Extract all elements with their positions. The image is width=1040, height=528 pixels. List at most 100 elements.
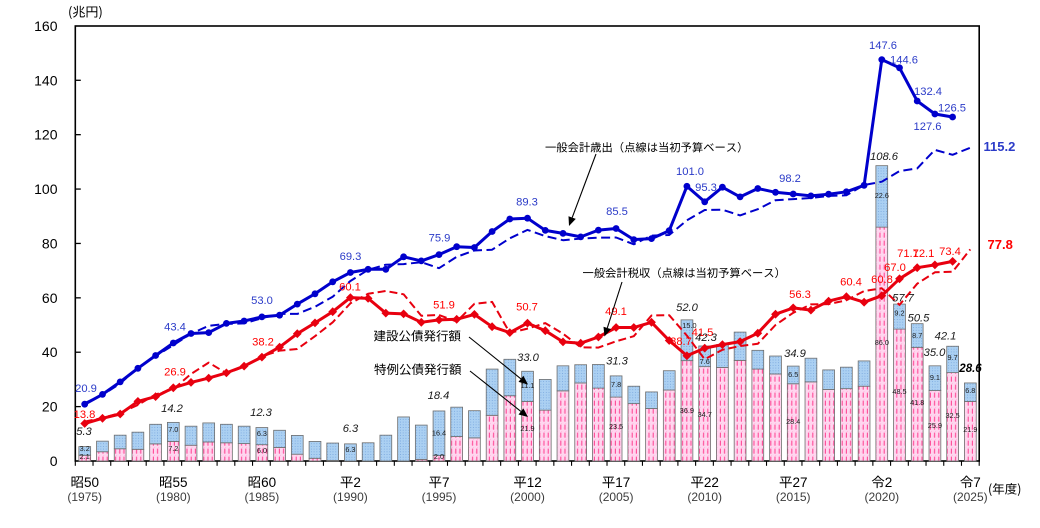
svg-text:36.9: 36.9 [680,406,694,415]
svg-text:(2025): (2025) [953,490,988,504]
svg-text:18.4: 18.4 [428,390,450,402]
svg-text:2.0: 2.0 [434,452,444,461]
svg-text:49.1: 49.1 [605,306,627,318]
svg-text:12.3: 12.3 [250,407,273,419]
svg-text:9.1: 9.1 [930,373,940,382]
svg-text:86.0: 86.0 [875,338,889,347]
svg-text:32.5: 32.5 [945,411,959,420]
svg-text:17: 17 [615,475,630,490]
svg-text:60: 60 [42,290,58,306]
svg-text:85.5: 85.5 [606,206,628,218]
svg-text:6.3: 6.3 [345,445,355,454]
svg-text:7.2: 7.2 [168,444,178,453]
svg-text:23.5: 23.5 [609,422,623,431]
svg-text:101.0: 101.0 [676,166,704,178]
svg-text:95.3: 95.3 [695,182,717,194]
svg-text:75.9: 75.9 [429,233,451,245]
svg-text:69.3: 69.3 [340,251,362,263]
svg-text:132.4: 132.4 [914,86,942,98]
svg-text:144.6: 144.6 [890,55,918,67]
svg-text:(1980): (1980) [156,490,191,504]
svg-text:21.9: 21.9 [963,425,977,434]
svg-text:7.0: 7.0 [168,425,178,434]
svg-text:28.6: 28.6 [958,363,982,375]
svg-text:34.9: 34.9 [784,348,806,360]
svg-text:42.3: 42.3 [695,332,718,344]
svg-text:26.9: 26.9 [164,367,186,379]
svg-text:31.3: 31.3 [606,356,629,368]
svg-text:27: 27 [793,475,808,490]
svg-text:(1985): (1985) [245,490,280,504]
svg-text:6.3: 6.3 [343,423,359,435]
svg-text:25.9: 25.9 [928,421,942,430]
svg-text:0: 0 [50,453,58,469]
svg-text:2.1: 2.1 [80,452,90,461]
svg-text:50: 50 [84,475,99,490]
svg-text:60.1: 60.1 [339,282,361,294]
svg-text:60.8: 60.8 [871,274,893,286]
svg-text:51.9: 51.9 [433,300,455,312]
svg-text:(2015): (2015) [776,490,811,504]
svg-text:71.1: 71.1 [897,248,919,260]
svg-text:100: 100 [34,181,58,197]
svg-text:7: 7 [973,475,981,490]
svg-text:52.0: 52.0 [676,302,699,314]
svg-text:2: 2 [353,475,361,490]
svg-text:3.2: 3.2 [80,444,90,453]
svg-text:77.8: 77.8 [988,237,1013,252]
svg-text:9.2: 9.2 [894,309,904,318]
svg-text:(2020): (2020) [864,490,899,504]
svg-text:120: 120 [34,127,58,143]
svg-text:(2005): (2005) [599,490,634,504]
svg-text:57.7: 57.7 [892,293,915,305]
svg-text:60.4: 60.4 [840,277,862,289]
svg-text:38.7: 38.7 [670,336,692,348]
svg-text:35.0: 35.0 [924,347,947,359]
svg-text:147.6: 147.6 [869,40,897,52]
svg-text:6.0: 6.0 [257,446,267,455]
svg-text:160: 160 [34,18,58,34]
svg-text:33.0: 33.0 [517,352,540,364]
svg-text:98.2: 98.2 [779,173,801,185]
svg-text:38.2: 38.2 [252,337,274,349]
svg-text:14.2: 14.2 [161,403,184,415]
svg-text:8.7: 8.7 [912,331,922,340]
svg-text:(2010): (2010) [687,490,722,504]
svg-text:41.5: 41.5 [692,327,714,339]
svg-text:6.5: 6.5 [788,370,798,379]
svg-text:127.6: 127.6 [914,121,942,133]
svg-text:67.0: 67.0 [884,262,906,274]
svg-text:22.6: 22.6 [875,191,889,200]
svg-text:5.3: 5.3 [76,426,92,438]
svg-text:7.8: 7.8 [611,380,621,389]
svg-text:2: 2 [885,475,893,490]
svg-text:(1975): (1975) [67,490,102,504]
svg-text:72.1: 72.1 [913,248,935,260]
svg-text:73.4: 73.4 [939,246,961,258]
svg-text:41.8: 41.8 [910,398,924,407]
svg-text:43.4: 43.4 [164,322,186,334]
svg-text:6.8: 6.8 [965,386,975,395]
svg-text:13.8: 13.8 [74,409,96,421]
svg-text:56.3: 56.3 [789,289,811,301]
svg-text:115.2: 115.2 [984,139,1016,154]
svg-text:50.7: 50.7 [516,302,538,314]
svg-text:40: 40 [42,344,58,360]
svg-text:22: 22 [704,475,719,490]
svg-text:53.0: 53.0 [251,295,273,307]
svg-text:42.1: 42.1 [935,331,957,343]
svg-text:15.0: 15.0 [682,321,696,330]
svg-text:140: 140 [34,72,58,88]
svg-text:48.5: 48.5 [892,387,906,396]
svg-text:7: 7 [442,475,450,490]
svg-text:9.7: 9.7 [948,353,958,362]
svg-text:6.3: 6.3 [257,429,267,438]
svg-text:50.5: 50.5 [908,313,931,325]
svg-text:(1990): (1990) [333,490,368,504]
svg-text:34.7: 34.7 [698,410,712,419]
svg-text:7.6: 7.6 [700,357,710,366]
svg-text:16.4: 16.4 [432,429,446,438]
svg-text:108.6: 108.6 [870,151,899,163]
svg-text:(2000): (2000) [510,490,545,504]
svg-text:21.9: 21.9 [520,424,534,433]
